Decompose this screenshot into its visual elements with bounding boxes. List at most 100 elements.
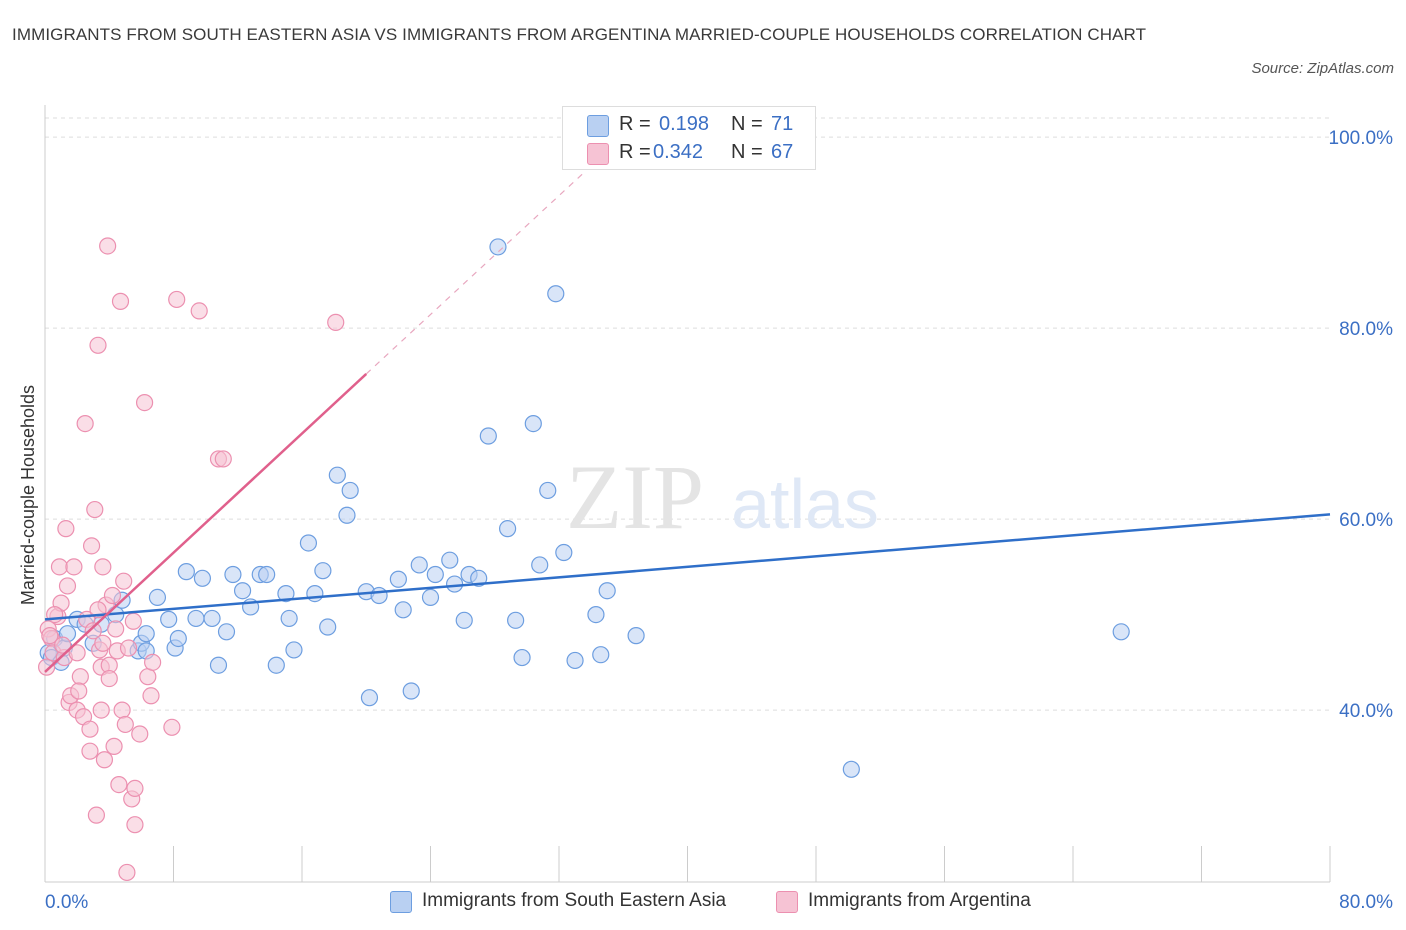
scatter-point [479,427,497,445]
scatter-point [1112,623,1130,641]
scatter-point [57,520,75,538]
trend-lines [44,172,1331,673]
scatter-point [524,415,542,433]
scatter-point [402,682,420,700]
scatter-point [38,658,56,676]
scatter-point [126,816,144,834]
watermark-zip: ZIP [566,446,704,548]
scatter-point [338,506,356,524]
scatter-point [163,718,181,736]
scatter-point [100,669,118,688]
scatter-point [277,584,295,603]
scatter-point [592,646,610,664]
scatter-point [224,565,242,584]
scatter-point [81,742,99,760]
scatter-point [94,558,112,576]
x-tick-label: 0.0% [45,892,88,913]
series-legend: Immigrants from South Eastern Asia Immig… [0,888,1406,916]
scatter-point [177,563,195,581]
scatter-point [76,415,94,433]
legend-r-value: 0.198 [659,113,710,135]
legend-n-label: N = [731,113,763,135]
legend-swatch-pink [587,143,609,165]
scatter-point [327,313,345,331]
scatter-point [426,565,444,584]
scatter-point [70,682,88,700]
scatter-point [499,520,517,538]
scatter-point [82,537,101,555]
scatter-point [513,648,531,667]
scatter-point [360,689,379,707]
scatter-point [54,636,72,654]
scatter-point [119,639,138,657]
source-label: Source: ZipAtlas.com [1251,60,1394,77]
y-axis-label: Married-couple Households [18,385,38,605]
scatter-point [89,336,107,354]
scatter-point [160,610,178,628]
tick-labels: 40.0% 60.0% 80.0% 100.0% 0.0% 80.0% [45,128,1393,913]
series-argentina-points [38,237,345,882]
scatter-point [410,556,428,574]
y-tick-label: 100.0% [1329,128,1394,149]
trend-line-argentina-extension [365,172,584,375]
scatter-point [139,668,157,686]
scatter-point [285,641,303,659]
scatter-point [587,605,605,624]
scatter-point [547,285,565,303]
series-south-eastern-asia-points [39,238,1130,778]
scatter-point [627,627,645,645]
scatter-point [489,238,507,256]
legend-n-label: N = [731,141,763,163]
y-tick-label: 80.0% [1339,319,1393,340]
series-legend-label: Immigrants from Argentina [808,890,1031,911]
scatter-point [92,701,110,719]
scatter-point [105,737,123,755]
scatter-point [233,582,252,600]
scatter-point [142,687,160,705]
scatter-point [280,609,298,628]
scatter-point [203,609,221,628]
legend-r-label: R = [619,141,651,163]
scatter-point [68,644,86,662]
scatter-point [539,481,557,500]
scatter-point [135,393,154,412]
scatter-point [110,775,128,794]
grid-lines [45,117,1330,711]
scatter-point [144,653,162,671]
scatter-point [113,701,131,719]
scatter-point [95,751,114,769]
trend-line-south-eastern-asia [44,513,1331,621]
scatter-point [531,556,549,574]
scatter-point [190,302,208,320]
trend-line-argentina [44,373,368,673]
scatter-point [394,601,412,619]
y-tick-label: 40.0% [1339,701,1393,722]
y-tick-label: 60.0% [1339,510,1393,531]
scatter-point [421,588,440,607]
legend-n-value: 67 [771,141,794,163]
scatter-point [389,570,407,588]
scatter-point [566,651,584,670]
scatter-point [107,620,125,638]
scatter-point [126,779,144,798]
series-legend-label: Immigrants from South Eastern Asia [422,890,727,911]
scatter-point [214,450,232,468]
chart-title: IMMIGRANTS FROM SOUTH EASTERN ASIA VS IM… [12,25,1147,44]
scatter-point [598,582,616,600]
scatter-point [115,572,133,590]
scatter-point [193,569,212,587]
scatter-point [111,292,130,310]
scatter-point [41,627,59,645]
scatter-point [137,625,155,643]
scatter-point [267,656,285,674]
series-swatch-pink [776,891,798,913]
scatter-point [58,577,77,595]
scatter-point [50,558,69,576]
scatter-point [87,806,106,824]
scatter-point [187,609,205,628]
legend-swatch-blue [587,115,609,137]
scatter-point [370,586,388,605]
scatter-point [258,565,276,584]
watermark-atlas: atlas [731,465,879,543]
